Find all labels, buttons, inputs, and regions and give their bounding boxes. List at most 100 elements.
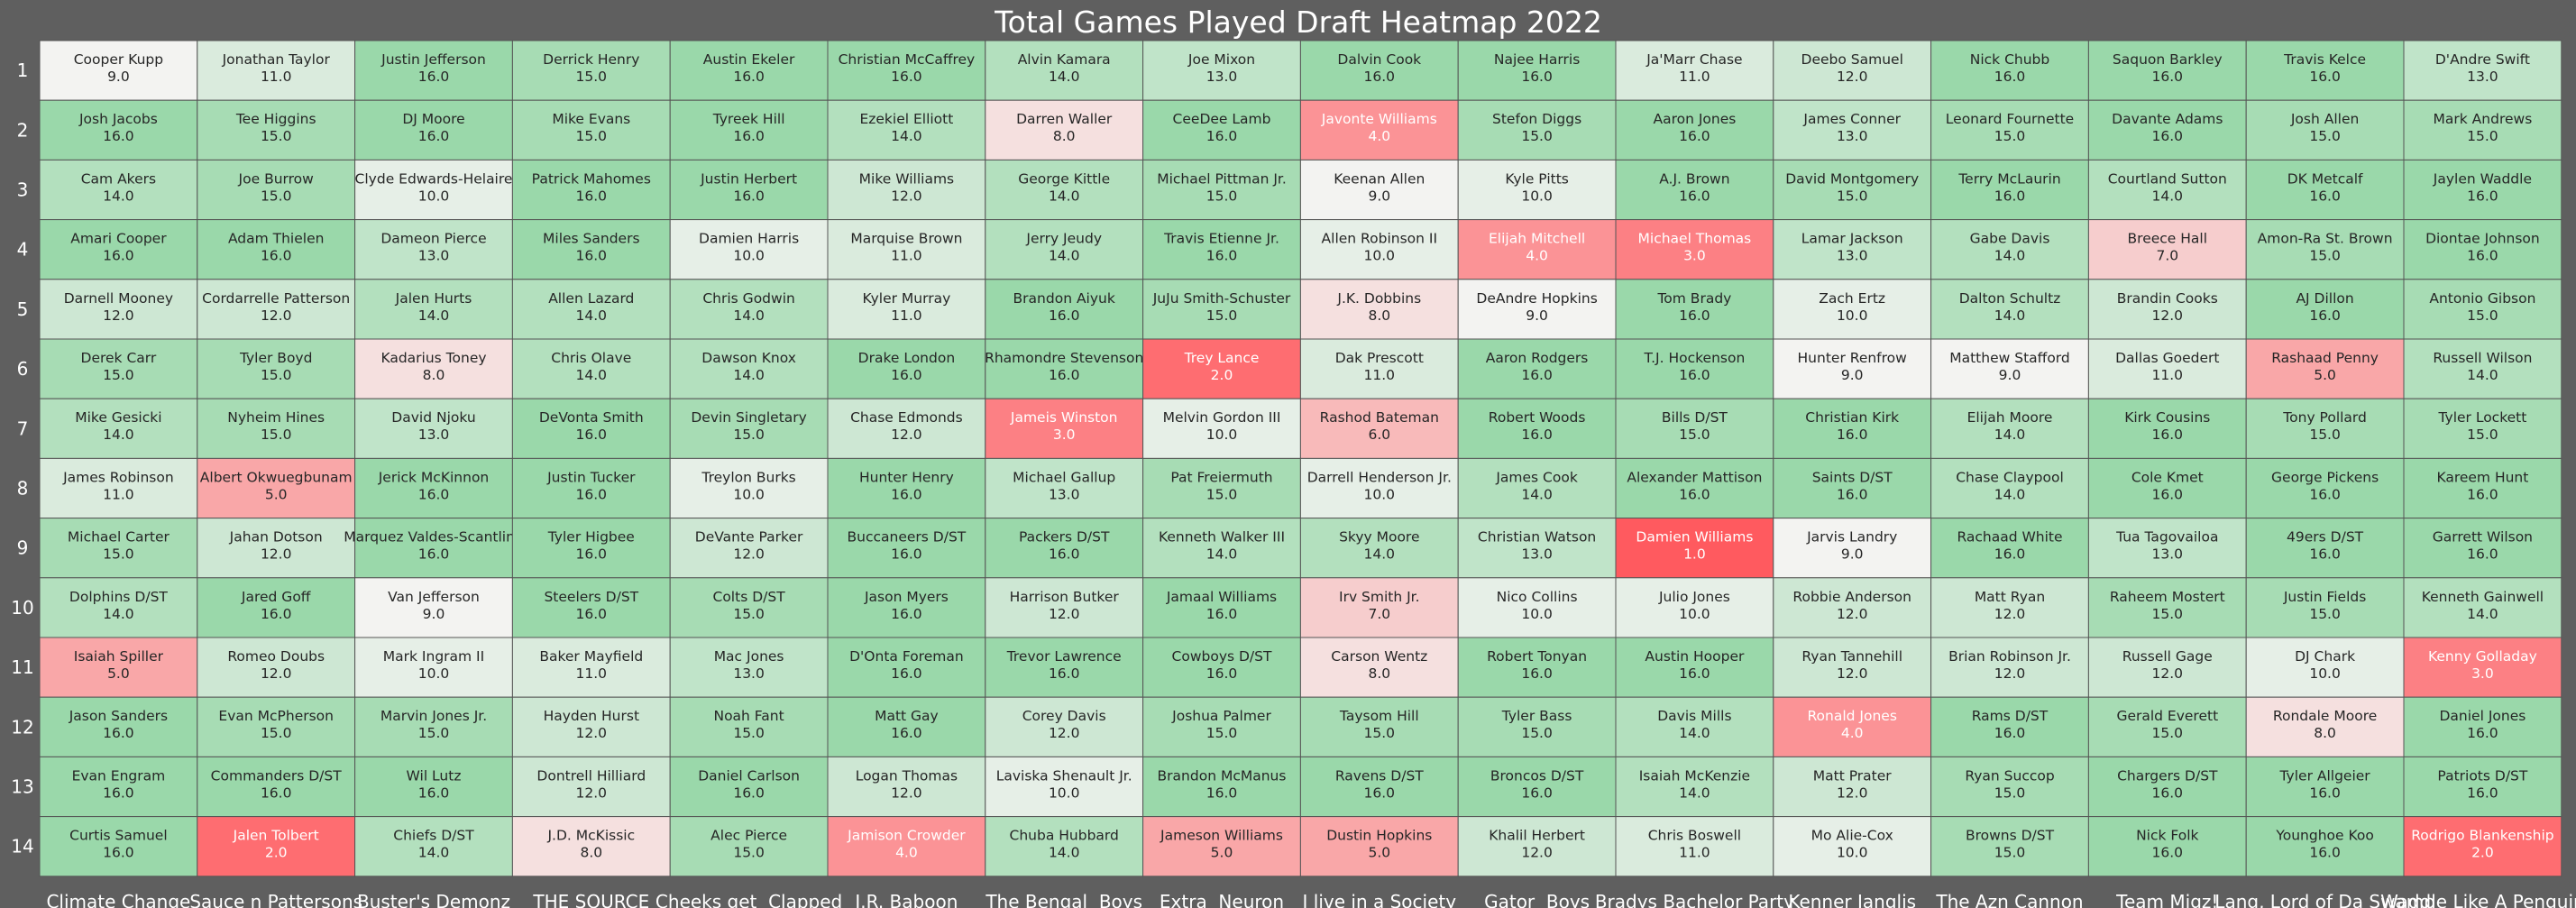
heatmap-cell	[2245, 279, 2405, 340]
cell-player-label: Younghoe Koo	[2275, 828, 2374, 844]
cell-player-label: Travis Kelce	[2283, 51, 2366, 68]
cell-value-label: 16.0	[1049, 367, 1080, 383]
cell-value-label: 14.0	[1994, 486, 2026, 502]
cell-value-label: 16.0	[261, 606, 292, 622]
heatmap-cell	[985, 577, 1144, 638]
heatmap-cell	[1930, 40, 2089, 101]
heatmap-cell	[669, 398, 829, 459]
cell-player-label: Tyler Higbee	[547, 529, 635, 546]
cell-value-label: 14.0	[418, 845, 450, 861]
cell-value-label: 5.0	[107, 665, 130, 682]
heatmap-cell	[1299, 40, 1459, 101]
cell-player-label: Robert Woods	[1489, 409, 1586, 426]
cell-value-label: 13.0	[1206, 69, 1238, 85]
heatmap-cell	[827, 219, 986, 280]
cell-value-label: 16.0	[2152, 69, 2184, 85]
heatmap-cell	[1299, 696, 1459, 757]
heatmap-cell	[2403, 696, 2562, 757]
heatmap-cell	[1457, 577, 1617, 638]
cell-player-label: Marquez Valdes-Scantling	[344, 529, 524, 546]
heatmap-cell	[1142, 219, 1301, 280]
cell-player-label: Zach Ertz	[1819, 290, 1885, 307]
cell-player-label: Deebo Samuel	[1801, 51, 1903, 68]
cell-player-label: Evan Engram	[72, 767, 166, 784]
cell-value-label: 16.0	[891, 69, 922, 85]
heatmap-cell	[2403, 816, 2562, 877]
heatmap-cell	[2245, 40, 2405, 101]
cell-player-label: Breece Hall	[2128, 231, 2208, 247]
heatmap-cell	[985, 637, 1144, 698]
heatmap-cell	[2087, 40, 2247, 101]
heatmap-cell	[1773, 398, 1932, 459]
heatmap-cell	[1142, 756, 1301, 818]
cell-player-label: Justin Tucker	[546, 469, 636, 485]
cell-player-label: Rashaad Penny	[2271, 350, 2379, 366]
cell-player-label: Kenny Golladay	[2428, 648, 2537, 665]
heatmap-cell	[827, 816, 986, 877]
heatmap-cell	[1299, 816, 1459, 877]
cell-player-label: JuJu Smith-Schuster	[1152, 290, 1291, 307]
heatmap-cell	[1299, 457, 1459, 519]
cell-player-label: Gabe Davis	[1970, 231, 2050, 247]
column-label: Bradys Bachelor Party	[1595, 891, 1794, 908]
heatmap-cell	[985, 159, 1144, 221]
cell-value-label: 16.0	[1837, 426, 1868, 443]
cell-value-label: 15.0	[2309, 606, 2341, 622]
cell-value-label: 15.0	[733, 845, 765, 861]
heatmap-cell	[1142, 457, 1301, 519]
cell-value-label: 15.0	[103, 546, 134, 563]
column-label: Gator Boys	[1484, 891, 1590, 908]
cell-value-label: 14.0	[1364, 546, 1396, 563]
heatmap-cell	[1457, 338, 1617, 399]
cell-value-label: 12.0	[2152, 665, 2184, 682]
cell-value-label: 16.0	[2152, 784, 2184, 801]
heatmap-cell	[1930, 696, 2089, 757]
heatmap-cell	[827, 159, 986, 221]
cell-player-label: Dameon Pierce	[380, 231, 486, 247]
cell-value-label: 13.0	[1837, 248, 1868, 264]
cell-player-label: A.J. Brown	[1659, 170, 1729, 187]
heatmap-cell	[669, 457, 829, 519]
cell-value-label: 11.0	[891, 248, 922, 264]
heatmap-cell	[1930, 577, 2089, 638]
heatmap-cell	[2245, 816, 2405, 877]
cell-value-label: 12.0	[733, 546, 765, 563]
cell-player-label: Julio Jones	[1658, 589, 1730, 605]
heatmap-cell	[1930, 637, 2089, 698]
heatmap-cell	[354, 398, 513, 459]
heatmap-cell	[2245, 219, 2405, 280]
cell-player-label: Miles Sanders	[543, 231, 640, 247]
cell-player-label: Jalen Tolbert	[233, 828, 319, 844]
cell-player-label: Ravens D/ST	[1335, 767, 1424, 784]
column-label: The Azn Cannon	[1935, 891, 2083, 908]
cell-value-label: 16.0	[2467, 546, 2498, 563]
cell-value-label: 14.0	[1521, 486, 1553, 502]
cell-value-label: 16.0	[2309, 546, 2341, 563]
cell-player-label: Terry McLaurin	[1957, 170, 2060, 187]
cell-value-label: 15.0	[2309, 248, 2341, 264]
heatmap-cell	[511, 279, 671, 340]
column-label: The Bengal Boys	[985, 891, 1142, 908]
heatmap-cell	[827, 99, 986, 161]
cell-value-label: 12.0	[891, 188, 922, 204]
cell-value-label: 5.0	[1368, 845, 1390, 861]
cell-value-label: 13.0	[2467, 69, 2498, 85]
heatmap-cell	[2403, 518, 2562, 579]
cell-value-label: 16.0	[891, 546, 922, 563]
cell-player-label: Austin Hooper	[1645, 648, 1745, 665]
cell-player-label: Matt Gay	[875, 708, 939, 724]
cell-player-label: Rams D/ST	[1972, 708, 2049, 724]
cell-player-label: Christian Watson	[1478, 529, 1596, 546]
heatmap-cell	[511, 40, 671, 101]
cell-value-label: 14.0	[891, 128, 922, 144]
cell-player-label: Jameson Williams	[1160, 828, 1283, 844]
cell-player-label: Clyde Edwards-Helaire	[355, 170, 513, 187]
cell-player-label: Kyle Pitts	[1505, 170, 1569, 187]
cell-value-label: 15.0	[2467, 426, 2498, 443]
heatmap-cell	[827, 518, 986, 579]
cell-player-label: Cordarrelle Patterson	[202, 290, 350, 307]
cell-value-label: 14.0	[576, 307, 608, 324]
cell-player-label: George Pickens	[2271, 469, 2379, 485]
cell-value-label: 15.0	[1521, 725, 1553, 741]
cell-player-label: Javonte Williams	[1321, 111, 1437, 127]
